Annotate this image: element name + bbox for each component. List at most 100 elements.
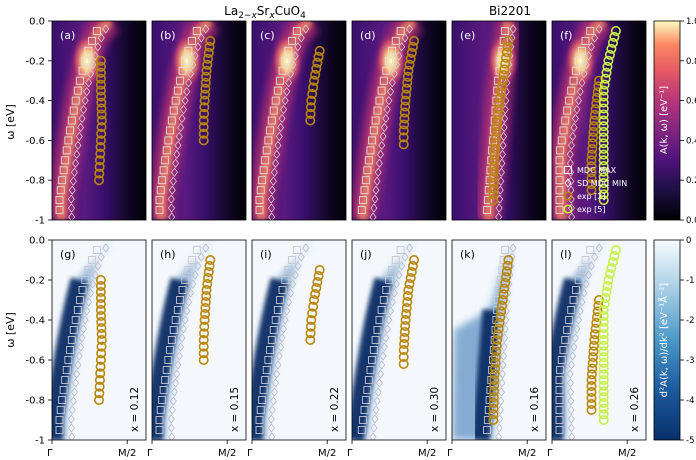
sd-mdc-min-point xyxy=(197,252,205,262)
exp2-point xyxy=(401,302,412,313)
sd-mdc-min-point xyxy=(97,252,105,262)
exp5-point xyxy=(599,79,610,90)
mdc-max-point xyxy=(155,426,164,434)
sd-mdc-min-point xyxy=(567,414,575,424)
sd-mdc-min-point xyxy=(81,315,89,325)
exp2-point xyxy=(587,143,598,154)
exp2-point xyxy=(409,255,420,266)
exp5-point xyxy=(598,91,609,102)
sd-mdc-min-point xyxy=(578,297,586,307)
sd-mdc-min-point xyxy=(67,414,75,424)
mdc-max-point xyxy=(292,27,301,35)
mdc-max-point xyxy=(55,416,64,424)
legend-entry: exp [2] xyxy=(577,192,605,201)
colorbar-top-label: A(k, ω) [eV⁻¹] xyxy=(659,86,670,155)
exp2-point xyxy=(314,45,325,56)
panel-label-top: (b) xyxy=(160,29,176,42)
exp2-point xyxy=(398,132,409,143)
sd-mdc-min-point xyxy=(294,42,302,52)
sd-mdc-min-point xyxy=(378,140,386,151)
exp2-point xyxy=(199,108,210,119)
exp2-point xyxy=(489,160,500,171)
sd-mdc-min-point xyxy=(94,42,102,52)
exp2-point xyxy=(96,341,107,352)
exp5-point xyxy=(598,132,609,143)
curvature-band xyxy=(471,309,501,440)
sd-mdc-min-point xyxy=(499,360,507,370)
exp2-point xyxy=(311,63,322,74)
colorbar-tick-label: -3 xyxy=(686,356,694,366)
sd-mdc-min-point xyxy=(576,306,584,316)
sd-mdc-min-point xyxy=(567,396,575,406)
exp2-point xyxy=(204,41,215,52)
sd-mdc-min-point xyxy=(172,158,180,168)
exp2-point xyxy=(95,304,106,315)
exp2-point xyxy=(96,91,107,102)
sd-mdc-min-point xyxy=(373,176,381,186)
sd-mdc-min-point xyxy=(287,69,295,79)
mdc-max-point xyxy=(278,66,287,75)
sd-mdc-min-point xyxy=(80,324,88,334)
mdc-max-point xyxy=(361,176,370,185)
exp2-point xyxy=(198,354,209,365)
mdc-max-point xyxy=(88,36,97,45)
sd-mdc-min-point xyxy=(169,396,177,406)
sd-mdc-min-point xyxy=(191,51,199,61)
mdc-max-point xyxy=(178,286,187,294)
sd-mdc-min-point xyxy=(291,51,299,61)
mdc-max-point xyxy=(284,266,293,274)
sd-mdc-min-point xyxy=(178,333,186,343)
sd-mdc-min-point xyxy=(177,122,185,133)
sd-mdc-min-point xyxy=(97,33,105,43)
exp2-point xyxy=(400,101,411,112)
sd-mdc-min-point xyxy=(578,78,586,88)
mdc-max-point xyxy=(269,326,278,334)
mdc-max-point xyxy=(258,176,267,185)
exp2-point xyxy=(202,59,213,70)
mdc-max-point xyxy=(391,36,400,45)
sd-mdc-min-point xyxy=(567,203,575,213)
sd-mdc-min-point xyxy=(388,78,396,88)
mdc-max-point xyxy=(261,376,270,384)
mdc-max-point xyxy=(366,146,375,155)
legend-entry: exp [5] xyxy=(577,205,605,214)
exp5-point xyxy=(598,149,609,160)
exp5-point xyxy=(598,126,609,137)
exp2-point xyxy=(199,328,210,339)
exp5-point xyxy=(598,340,609,351)
sd-mdc-min-point xyxy=(369,432,377,440)
sd-mdc-min-point xyxy=(183,86,191,97)
exp5-point xyxy=(598,103,609,114)
sd-mdc-min-point xyxy=(297,252,305,262)
colorbar-top-gradient xyxy=(653,20,681,221)
sd-mdc-min-point xyxy=(173,149,181,159)
exp2-point xyxy=(306,95,317,106)
exp2-point xyxy=(96,103,107,114)
sd-mdc-min-point xyxy=(91,270,99,280)
mdc-max-point xyxy=(158,176,167,185)
sd-mdc-min-point xyxy=(567,167,575,177)
sd-mdc-min-point xyxy=(89,279,97,289)
colorbar-ticks: 0.0 0.2 0.4 0.6 0.8 1.0 -5 -4 -3 -2 -1 0 xyxy=(680,17,696,446)
mdc-max-point xyxy=(396,27,405,35)
sd-mdc-min-point xyxy=(566,369,574,379)
exp5-point xyxy=(610,245,621,256)
mdc-max-point xyxy=(192,246,201,254)
sd-mdc-min-point xyxy=(72,378,80,388)
exp2-point xyxy=(198,135,209,146)
sd-mdc-min-point xyxy=(281,95,289,106)
mdc-max-point xyxy=(278,286,287,294)
exp2-point xyxy=(96,115,107,126)
mdc-max-point xyxy=(161,156,170,165)
sd-mdc-min-point xyxy=(170,387,178,397)
mdc-max-point xyxy=(567,86,576,95)
exp5-point xyxy=(604,268,615,279)
exp2-point xyxy=(202,278,213,289)
exp2-point xyxy=(96,334,107,345)
sd-mdc-min-point xyxy=(68,185,76,195)
exp2-point xyxy=(305,108,316,119)
sd-mdc-min-point xyxy=(167,414,175,424)
mdc-max-point xyxy=(357,426,366,434)
mdc-max-point xyxy=(366,366,375,374)
exp2-point xyxy=(96,310,107,321)
